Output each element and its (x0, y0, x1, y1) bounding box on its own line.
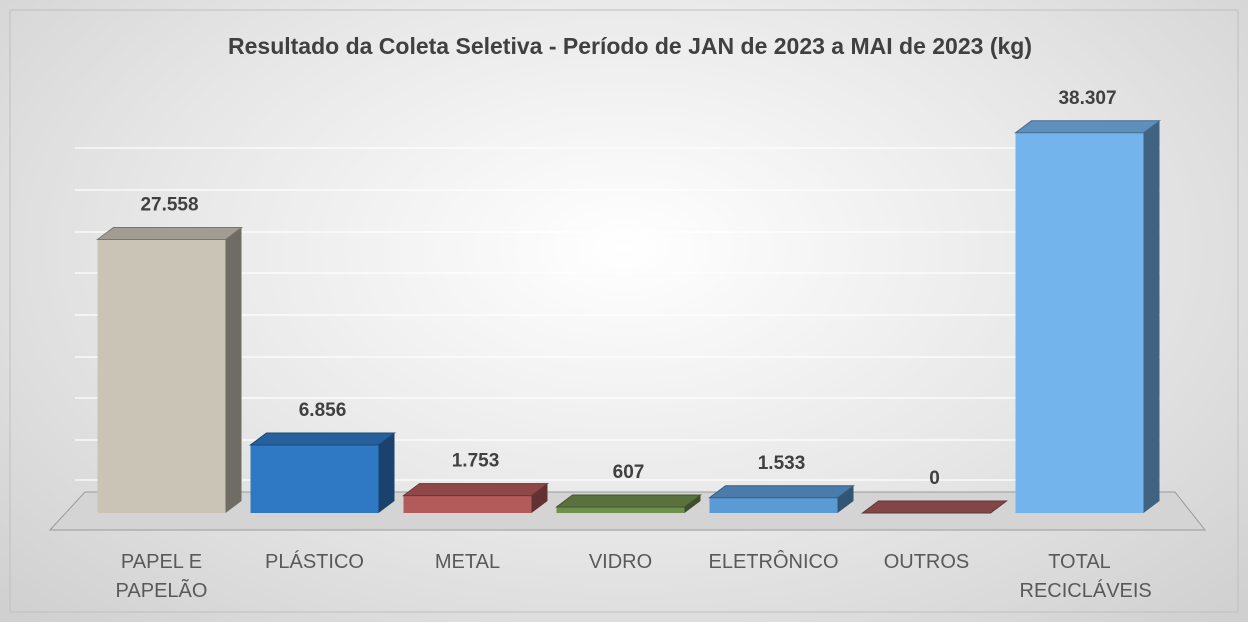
bar (709, 497, 838, 513)
bar-top (96, 226, 243, 240)
bar-side (225, 227, 242, 513)
value-label: 607 (613, 462, 645, 483)
bar-top (555, 494, 702, 508)
bar-top (1014, 120, 1161, 134)
value-label: 38.307 (1058, 88, 1116, 109)
value-label: 0 (929, 468, 940, 489)
x-tick-label: TOTAL RECICLÁVEIS (1019, 551, 1152, 602)
chart-border (9, 9, 1239, 613)
bar-side (837, 485, 854, 513)
bar-top (861, 500, 1008, 514)
bar-top (249, 432, 396, 446)
value-label: 27.558 (140, 195, 198, 216)
bar-top (402, 483, 549, 497)
bar-side (1143, 120, 1160, 513)
x-tick-label: PLÁSTICO (265, 551, 364, 573)
value-label: 1.533 (758, 453, 806, 474)
bar (556, 506, 685, 513)
bar-side (684, 494, 701, 513)
value-label: 6.856 (299, 400, 347, 421)
chart-title: Resultado da Coleta Seletiva - Período d… (228, 33, 1032, 59)
bar-side (531, 483, 548, 513)
bar (97, 239, 226, 513)
x-tick-label: PAPEL E PAPELÃO (115, 551, 208, 602)
bar (403, 495, 532, 513)
bar-side (378, 432, 395, 513)
x-tick-label: OUTROS (883, 551, 970, 573)
x-tick-label: METAL (434, 551, 501, 573)
value-label: 1.753 (452, 451, 500, 472)
bar-top (708, 485, 855, 499)
bar (1015, 132, 1144, 513)
x-tick-label: ELETRÔNICO (708, 551, 839, 573)
bar (250, 444, 379, 513)
x-tick-label: VIDRO (588, 551, 653, 573)
grid-decoration (75, 147, 1160, 481)
